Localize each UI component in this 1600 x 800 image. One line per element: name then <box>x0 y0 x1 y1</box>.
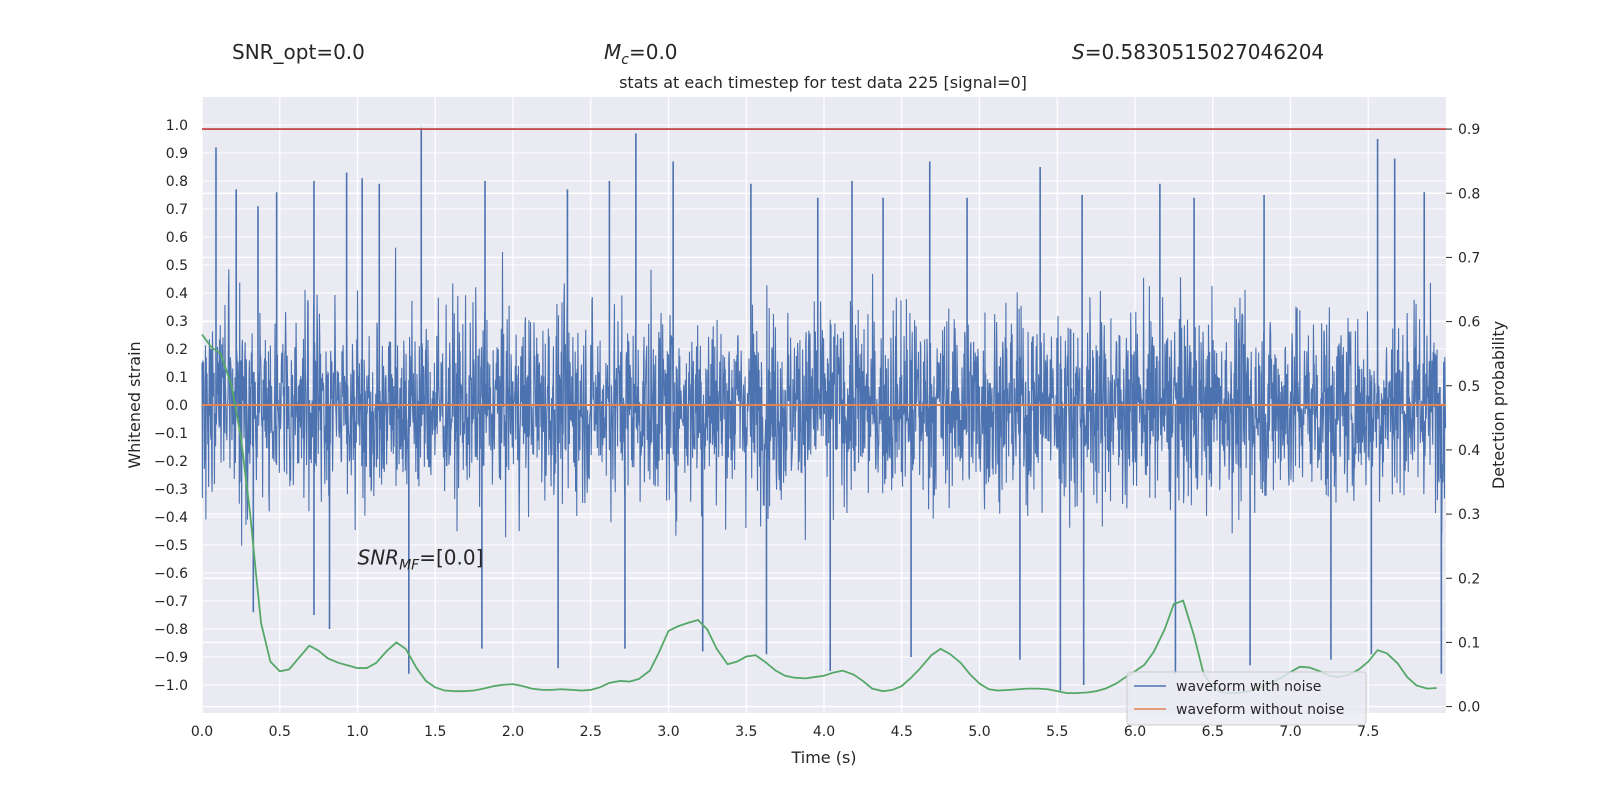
y-left-tick-label: −0.4 <box>154 510 188 526</box>
y-left-tick-label: 0.0 <box>166 398 188 414</box>
chirp-mass-subscript: c <box>621 52 629 68</box>
y-left-tick-label: −0.2 <box>154 454 188 470</box>
s-stat-symbol: S <box>1072 40 1085 64</box>
y-left-tick-label: −0.1 <box>154 426 188 442</box>
y-left-tick-label: 0.6 <box>166 230 188 246</box>
x-axis-label: Time (s) <box>790 748 856 767</box>
snr-mf-value: =[0.0] <box>419 546 483 570</box>
snr-mf-subscript: MF <box>399 558 420 574</box>
snr-mf-prefix: SNR <box>358 546 400 570</box>
y-right-tick-label: 0.7 <box>1458 250 1480 266</box>
noise-waveform-series <box>201 127 1447 691</box>
x-tick-label: 3.0 <box>657 724 679 740</box>
x-tick-label: 2.0 <box>502 724 524 740</box>
x-tick-label: 1.5 <box>424 724 446 740</box>
x-tick-label: 4.5 <box>891 724 913 740</box>
x-tick-label: 5.0 <box>968 724 990 740</box>
y-right-tick-label: 0.0 <box>1458 700 1480 716</box>
y-left-tick-label: 0.1 <box>166 370 188 386</box>
x-tick-label: 2.5 <box>580 724 602 740</box>
y-left-tick-label: −0.3 <box>154 482 188 498</box>
y-left-tick-label: −0.5 <box>154 538 188 554</box>
y-left-tick-label: 0.8 <box>166 174 188 190</box>
y-left-tick-label: −1.0 <box>154 678 188 694</box>
y-left-tick-label: 0.4 <box>166 286 188 302</box>
x-tick-label: 4.0 <box>813 724 835 740</box>
y-axis-left-ticks: 1.0 0.9 0.8 0.7 0.6 0.5 0.4 0.3 0.2 0.1 0.0 −0.1 −0.… <box>154 118 188 694</box>
legend-label-noise: waveform with noise <box>1176 679 1321 695</box>
s-stat-label: S=0.5830515027046204 <box>1072 40 1324 64</box>
y-right-tick-label: 0.6 <box>1458 315 1480 331</box>
y-left-tick-label: −0.6 <box>154 566 188 582</box>
y-right-tick-label: 0.9 <box>1458 122 1480 138</box>
x-tick-label: 3.5 <box>735 724 757 740</box>
y-left-tick-label: 0.2 <box>166 342 188 358</box>
legend: waveform with noise waveform without noi… <box>1126 671 1367 726</box>
x-tick-label: 6.5 <box>1202 724 1224 740</box>
y-left-tick-label: −0.9 <box>154 650 188 666</box>
y-right-tick-label: 0.1 <box>1458 635 1480 651</box>
snr-opt-label: SNR_opt=0.0 <box>232 40 365 64</box>
chirp-mass-value: =0.0 <box>629 40 678 64</box>
x-tick-label: 6.0 <box>1124 724 1146 740</box>
x-tick-label: 0.0 <box>191 724 213 740</box>
y-axis-right-label: Detection probability <box>1489 321 1508 489</box>
x-axis-ticks: 0.0 0.5 1.0 1.5 2.0 2.5 3.0 3.5 4.0 4.5 5.0 5.5 6.0 6… <box>191 724 1380 740</box>
chirp-mass-label: Mc=0.0 <box>604 40 678 68</box>
y-right-tick-label: 0.5 <box>1458 379 1480 395</box>
s-stat-value: =0.5830515027046204 <box>1085 40 1324 64</box>
y-axis-left-label: Whitened strain <box>125 341 144 468</box>
chirp-mass-symbol: M <box>604 40 621 64</box>
y-left-tick-label: 0.9 <box>166 146 188 162</box>
y-right-tick-label: 0.2 <box>1458 571 1480 587</box>
y-right-tick-label: 0.8 <box>1458 186 1480 202</box>
legend-box <box>1126 671 1367 726</box>
x-tick-label: 7.0 <box>1279 724 1301 740</box>
y-left-tick-label: 1.0 <box>166 118 188 134</box>
x-tick-label: 1.0 <box>346 724 368 740</box>
x-tick-label: 0.5 <box>269 724 291 740</box>
y-right-tick-label: 0.4 <box>1458 443 1480 459</box>
y-right-tick-label: 0.3 <box>1458 507 1480 523</box>
y-left-tick-label: 0.7 <box>166 202 188 218</box>
x-tick-label: 5.5 <box>1046 724 1068 740</box>
x-tick-label: 7.5 <box>1357 724 1379 740</box>
chart-title: stats at each timestep for test data 225… <box>619 73 1027 92</box>
y-axis-right-ticks: 0.9 0.8 0.7 0.6 0.5 0.4 0.3 0.2 0.1 0.0 <box>1446 122 1480 716</box>
legend-label-clean: waveform without noise <box>1176 702 1344 718</box>
y-left-tick-label: −0.7 <box>154 594 188 610</box>
y-left-tick-label: 0.3 <box>166 314 188 330</box>
snr-mf-annotation: SNRMF=[0.0] <box>358 546 484 574</box>
y-left-tick-label: 0.5 <box>166 258 188 274</box>
y-left-tick-label: −0.8 <box>154 622 188 638</box>
